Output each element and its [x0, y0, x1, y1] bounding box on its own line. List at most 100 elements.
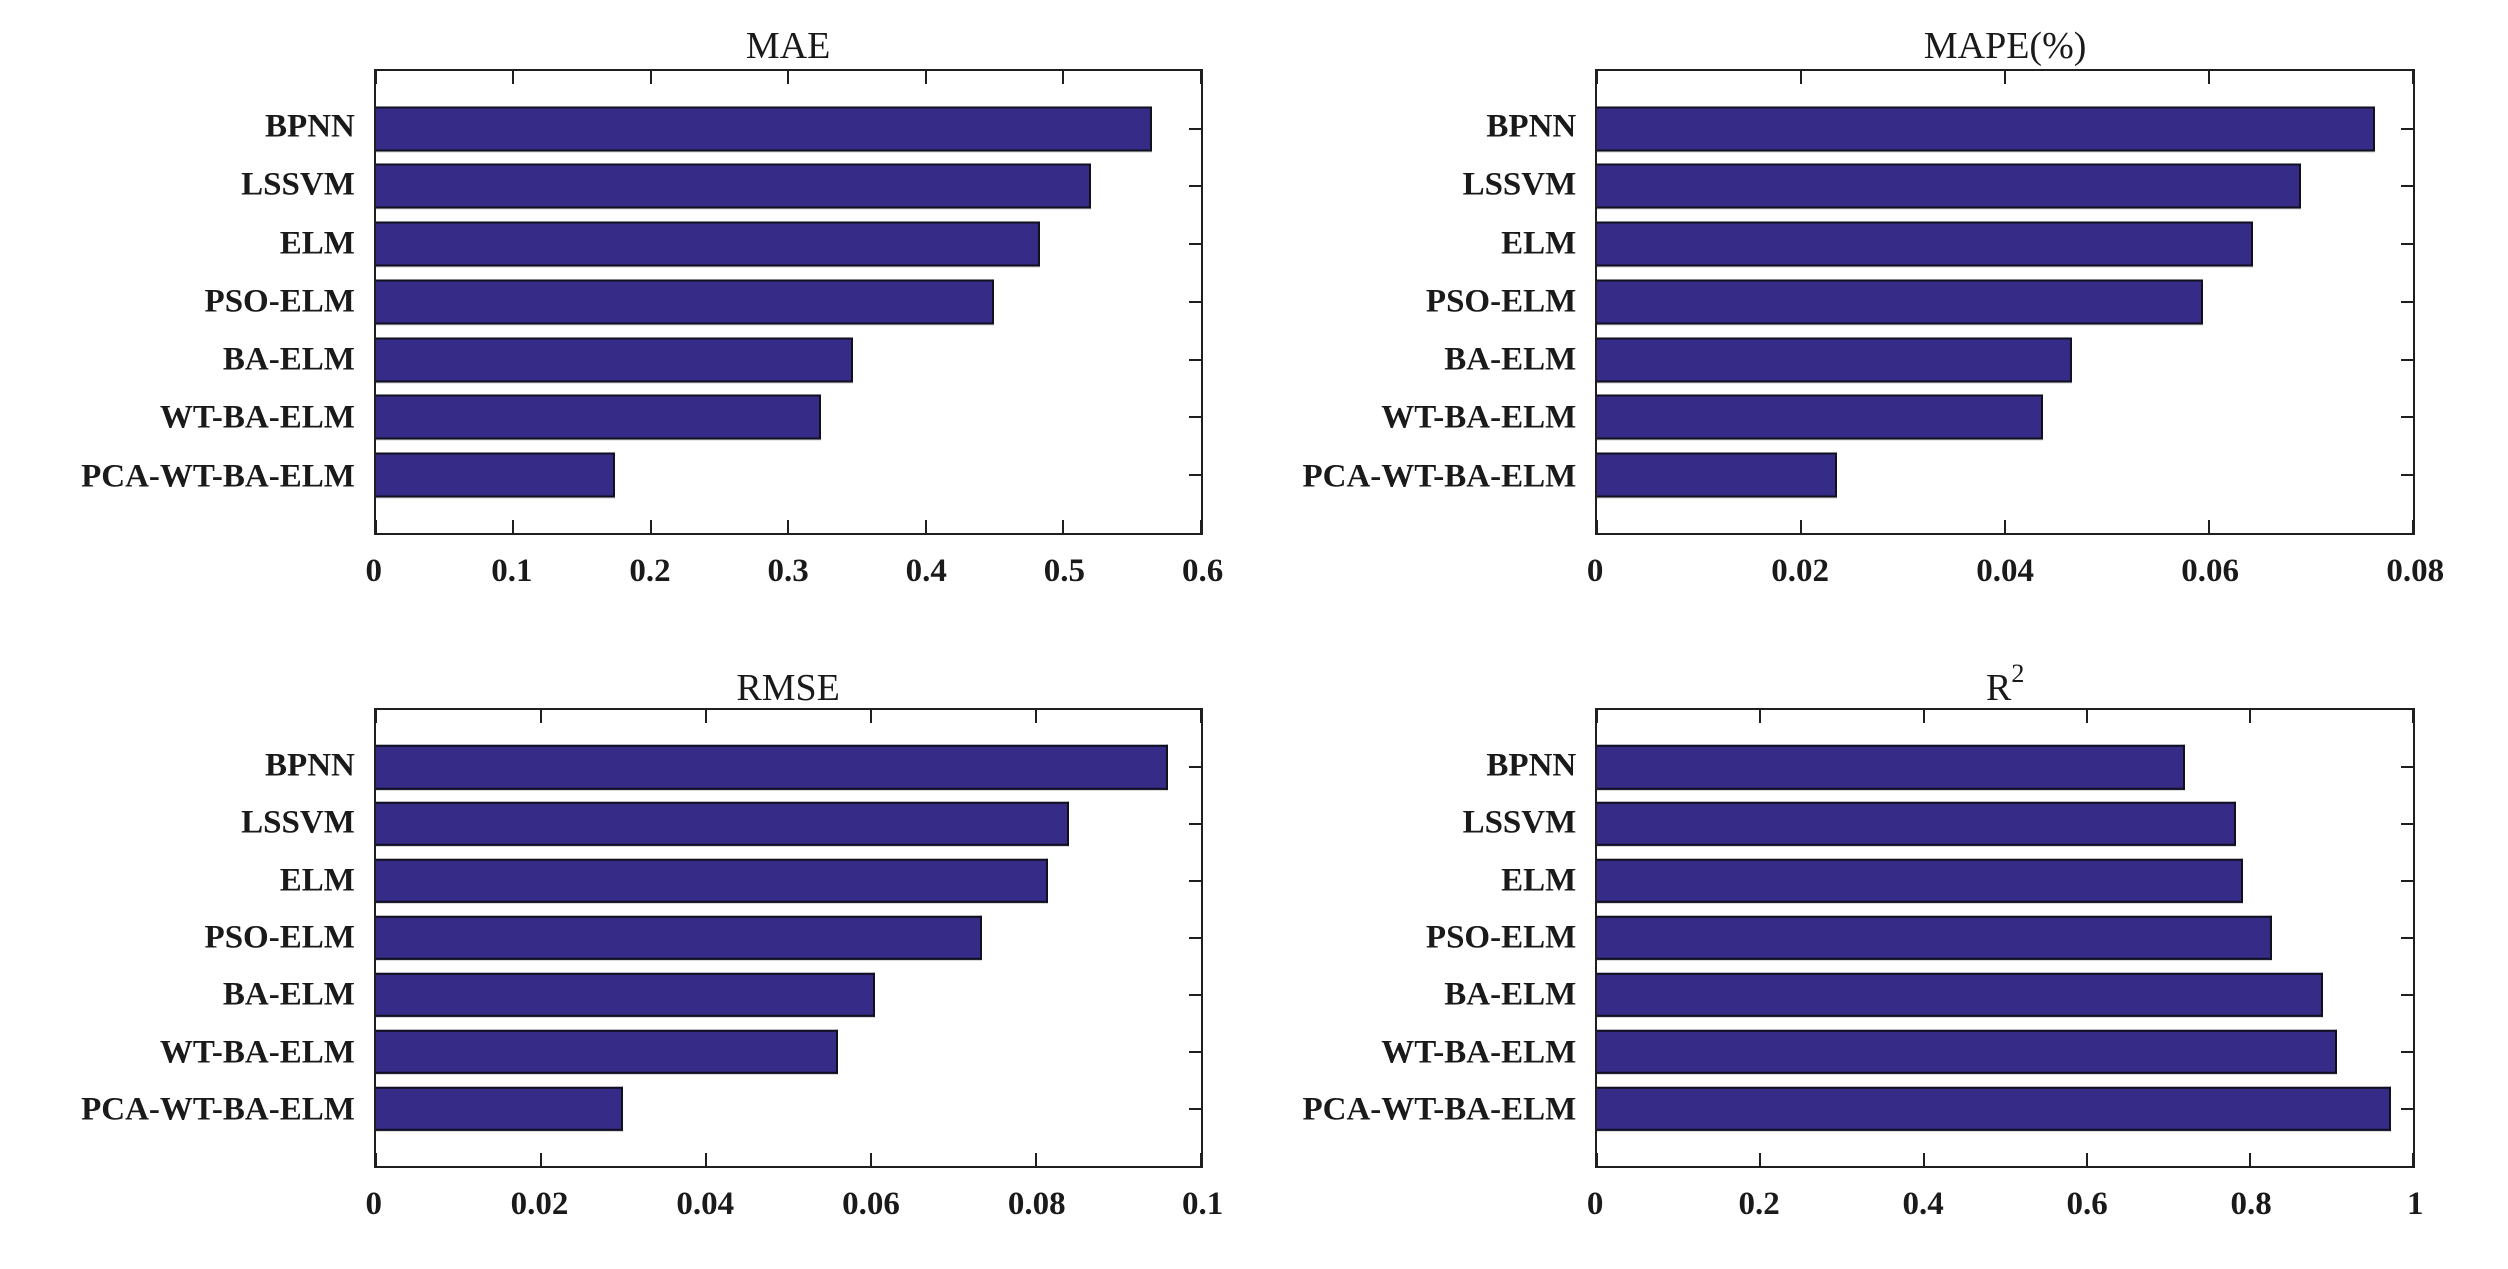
y-tick-mark: [1188, 823, 1201, 826]
y-category-label: BPNN: [1486, 747, 1577, 784]
y-category-label: LSSVM: [1462, 804, 1577, 841]
x-tick-label: 0.02: [1771, 553, 1829, 590]
chart-title-text: MAPE(%): [1923, 24, 2087, 67]
x-tick-mark: [787, 71, 790, 84]
bar-wt-ba-elm: [375, 1029, 838, 1074]
x-tick-mark: [869, 710, 872, 724]
x-tick-mark: [2208, 519, 2211, 533]
y-category-label: PSO-ELM: [1425, 283, 1577, 320]
y-category-label: PCA-WT-BA-ELM: [1302, 1091, 1577, 1128]
plot-area-r-squared: [1595, 708, 2416, 1168]
y-category-label: BA-ELM: [222, 976, 355, 1013]
y-category-label: LSSVM: [1462, 166, 1577, 203]
x-tick-mark: [1596, 71, 1599, 84]
x-tick-mark: [2004, 71, 2007, 84]
chart-title-rmse: RMSE: [374, 659, 1203, 711]
x-tick-label: 0.1: [491, 553, 533, 590]
y-category-label: LSSVM: [241, 166, 355, 203]
y-category-label: WT-BA-ELM: [159, 1034, 355, 1071]
x-tick-mark: [2085, 1152, 2088, 1166]
x-tick-label: 0: [1586, 1186, 1604, 1223]
x-tick-mark: [374, 1152, 377, 1166]
y-tick-mark: [2401, 300, 2414, 303]
y-category-label: ELM: [279, 862, 355, 899]
y-category-label: PSO-ELM: [204, 919, 355, 956]
bar-lssvm: [1597, 163, 2301, 209]
bar-ba-elm: [375, 972, 875, 1018]
bar-ba-elm: [1597, 972, 2323, 1018]
y-category-label: WT-BA-ELM: [1381, 399, 1577, 436]
x-tick-mark: [1034, 710, 1037, 724]
y-category-label: PSO-ELM: [1425, 919, 1577, 956]
bar-elm: [1597, 858, 2244, 904]
x-tick-label: 0.06: [842, 1186, 900, 1223]
x-tick-label: 0.06: [2181, 553, 2240, 590]
y-tick-mark: [2401, 880, 2414, 883]
y-tick-mark: [1188, 243, 1201, 246]
x-tick-mark: [1596, 519, 1599, 533]
x-tick-mark: [1062, 519, 1065, 533]
y-tick-mark: [2401, 993, 2414, 996]
x-tick-mark: [2412, 710, 2415, 724]
x-tick-label: 0: [365, 553, 382, 590]
y-tick-mark: [1188, 185, 1201, 188]
x-tick-label: 0.08: [2386, 553, 2445, 590]
x-tick-mark: [704, 710, 707, 724]
bar-wt-ba-elm: [375, 394, 822, 440]
y-tick-mark: [1188, 766, 1201, 769]
y-tick-mark: [1188, 127, 1201, 130]
y-tick-mark: [2401, 127, 2414, 130]
plot-area-mae: [373, 69, 1203, 535]
x-tick-label: 0.08: [1007, 1186, 1066, 1223]
x-tick-mark: [1759, 1152, 1762, 1166]
x-tick-mark: [787, 519, 790, 533]
x-tick-mark: [2412, 1152, 2415, 1166]
x-tick-mark: [2208, 71, 2211, 84]
chart-title-mae: MAE: [374, 17, 1203, 69]
y-tick-mark: [1188, 993, 1201, 996]
chart-panel-mae: MAE BPNN LSSVM ELM PSO-ELM BA-ELM WT-BA-ELM PC…: [0, 0, 1254, 639]
x-axis-labels: 0 0.1 0.2 0.3 0.4 0.5 0.6: [365, 553, 1223, 604]
x-tick-mark: [539, 1152, 542, 1166]
bar-ba-elm: [1597, 337, 2073, 383]
x-axis-labels: 0 0.2 0.4 0.6 0.8 1: [1587, 1186, 2424, 1236]
y-category-label: PCA-WT-BA-ELM: [1302, 458, 1577, 495]
chart-title-superscript: 2: [2011, 659, 2025, 689]
y-category-label: BPNN: [1486, 108, 1577, 145]
chart-title-text: R: [1985, 667, 2012, 710]
x-tick-mark: [704, 1152, 707, 1166]
x-tick-mark: [869, 1152, 872, 1166]
x-tick-mark: [374, 519, 377, 533]
bar-pca-wt-ba-elm: [375, 452, 615, 498]
y-category-label: PSO-ELM: [204, 283, 355, 320]
y-category-label: LSSVM: [241, 804, 355, 841]
y-axis-labels: BPNN LSSVM ELM PSO-ELM BA-ELM WT-BA-ELM PCA-WT…: [1254, 69, 1576, 535]
y-tick-mark: [2401, 1050, 2414, 1053]
chart-title-mape: MAPE(%): [1595, 17, 2415, 69]
x-tick-mark: [1199, 710, 1202, 724]
x-tick-mark: [512, 519, 515, 533]
y-tick-mark: [2401, 823, 2414, 826]
chart-title-text: RMSE: [736, 667, 840, 710]
y-category-label: BPNN: [265, 108, 355, 145]
x-tick-label: 0.2: [1738, 1186, 1780, 1223]
x-tick-label: 0.04: [676, 1186, 735, 1223]
x-tick-mark: [2412, 71, 2415, 84]
bar-bpnn: [1597, 106, 2376, 152]
y-tick-mark: [2401, 1107, 2414, 1110]
x-tick-mark: [1800, 71, 1803, 84]
x-tick-label: 0.1: [1181, 1186, 1224, 1223]
bar-wt-ba-elm: [1597, 1029, 2338, 1074]
y-category-label: WT-BA-ELM: [1381, 1034, 1577, 1071]
x-tick-label: 0.04: [1976, 553, 2034, 590]
chart-panel-r-squared: R2 BPNN LSSVM ELM PSO-ELM BA-ELM WT-BA-ELM PCA…: [1254, 639, 2508, 1269]
x-tick-label: 0: [1586, 553, 1604, 590]
bar-pca-wt-ba-elm: [1597, 452, 1837, 498]
bar-lssvm: [375, 163, 1091, 209]
x-tick-mark: [1199, 1152, 1202, 1166]
x-tick-label: 1: [2406, 1186, 2424, 1223]
y-tick-mark: [1188, 880, 1201, 883]
x-tick-mark: [2412, 519, 2415, 533]
x-tick-mark: [512, 71, 515, 84]
